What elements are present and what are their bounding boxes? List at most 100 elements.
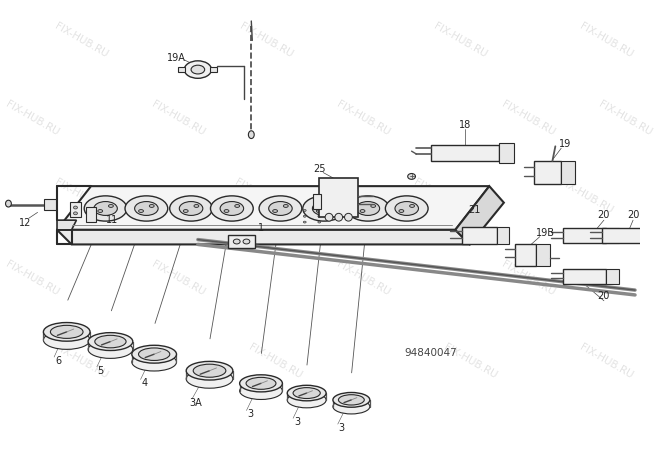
Ellipse shape <box>183 210 188 212</box>
Ellipse shape <box>191 65 204 74</box>
Text: FIX-HUB.RU: FIX-HUB.RU <box>500 259 557 297</box>
Bar <box>645 228 655 243</box>
Text: FIX-HUB.RU: FIX-HUB.RU <box>597 99 654 137</box>
Bar <box>536 244 550 266</box>
Ellipse shape <box>409 204 415 207</box>
Text: 11: 11 <box>106 215 119 225</box>
Ellipse shape <box>312 202 336 216</box>
Ellipse shape <box>259 196 302 221</box>
Ellipse shape <box>135 202 158 216</box>
Text: 19B: 19B <box>536 228 555 238</box>
Bar <box>228 235 255 248</box>
Ellipse shape <box>234 204 240 207</box>
Ellipse shape <box>333 399 370 414</box>
Text: FIX-HUB.RU: FIX-HUB.RU <box>53 21 109 60</box>
Ellipse shape <box>333 392 370 407</box>
Ellipse shape <box>318 215 321 217</box>
Text: 5: 5 <box>98 366 104 376</box>
Text: 3: 3 <box>294 417 300 427</box>
Ellipse shape <box>240 382 282 400</box>
Bar <box>563 228 606 243</box>
Ellipse shape <box>303 209 306 211</box>
Bar <box>561 161 575 184</box>
Ellipse shape <box>132 353 176 371</box>
Ellipse shape <box>243 239 250 244</box>
Ellipse shape <box>303 215 306 217</box>
Ellipse shape <box>94 202 117 216</box>
Ellipse shape <box>186 369 233 388</box>
Text: 12: 12 <box>19 218 31 228</box>
Bar <box>602 228 645 243</box>
Text: FIX-HUB.RU: FIX-HUB.RU <box>558 176 615 215</box>
Ellipse shape <box>95 335 126 348</box>
Text: FIX-HUB.RU: FIX-HUB.RU <box>335 99 391 137</box>
Text: 3: 3 <box>339 423 345 433</box>
Ellipse shape <box>139 210 143 212</box>
Ellipse shape <box>318 209 321 211</box>
Text: 19: 19 <box>559 140 571 149</box>
Bar <box>499 144 514 163</box>
Text: FIX-HUB.RU: FIX-HUB.RU <box>578 342 634 380</box>
Bar <box>515 244 536 266</box>
Ellipse shape <box>293 387 320 399</box>
Text: FIX-HUB.RU: FIX-HUB.RU <box>233 176 290 215</box>
Ellipse shape <box>194 204 199 207</box>
Text: 19A: 19A <box>167 53 186 63</box>
Ellipse shape <box>43 323 90 341</box>
Text: 21: 21 <box>468 206 481 216</box>
Ellipse shape <box>132 345 176 363</box>
Bar <box>86 207 96 222</box>
Polygon shape <box>455 186 504 244</box>
Ellipse shape <box>269 202 292 216</box>
Bar <box>606 228 620 243</box>
Text: FIX-HUB.RU: FIX-HUB.RU <box>5 259 61 297</box>
Bar <box>606 269 620 284</box>
Text: FIX-HUB.RU: FIX-HUB.RU <box>150 99 207 137</box>
Bar <box>534 161 561 184</box>
Text: FIX-HUB.RU: FIX-HUB.RU <box>432 21 489 60</box>
Ellipse shape <box>407 174 415 180</box>
Ellipse shape <box>179 202 203 216</box>
Text: 4: 4 <box>141 378 147 388</box>
Text: FIX-HUB.RU: FIX-HUB.RU <box>53 342 109 380</box>
Ellipse shape <box>399 210 404 212</box>
Ellipse shape <box>88 333 133 351</box>
Bar <box>431 145 499 161</box>
Text: 20: 20 <box>598 291 610 301</box>
Ellipse shape <box>109 204 113 207</box>
Ellipse shape <box>284 204 288 207</box>
Text: 3: 3 <box>247 410 253 419</box>
Ellipse shape <box>345 213 352 221</box>
Bar <box>563 269 606 284</box>
Ellipse shape <box>84 196 127 221</box>
Ellipse shape <box>73 206 77 209</box>
Ellipse shape <box>246 378 276 389</box>
Text: FIX-HUB.RU: FIX-HUB.RU <box>441 342 498 380</box>
Ellipse shape <box>186 361 233 380</box>
Text: FIX-HUB.RU: FIX-HUB.RU <box>248 342 304 380</box>
Ellipse shape <box>88 341 133 358</box>
Text: FIX-HUB.RU: FIX-HUB.RU <box>335 259 391 297</box>
Bar <box>319 178 358 217</box>
Text: FIX-HUB.RU: FIX-HUB.RU <box>500 99 557 137</box>
Ellipse shape <box>371 204 375 207</box>
Bar <box>69 202 81 217</box>
Ellipse shape <box>50 325 83 338</box>
Ellipse shape <box>385 196 428 221</box>
Polygon shape <box>57 230 470 244</box>
Ellipse shape <box>149 204 154 207</box>
Ellipse shape <box>98 210 103 212</box>
Polygon shape <box>57 186 489 230</box>
Text: FIX-HUB.RU: FIX-HUB.RU <box>5 99 61 137</box>
Ellipse shape <box>356 202 380 216</box>
Text: FIX-HUB.RU: FIX-HUB.RU <box>413 176 469 215</box>
Ellipse shape <box>220 202 244 216</box>
Ellipse shape <box>248 131 254 139</box>
Ellipse shape <box>184 61 212 78</box>
Ellipse shape <box>224 210 229 212</box>
Ellipse shape <box>335 213 343 221</box>
Ellipse shape <box>288 385 326 401</box>
Ellipse shape <box>170 196 212 221</box>
Ellipse shape <box>43 331 90 349</box>
Ellipse shape <box>360 210 365 212</box>
